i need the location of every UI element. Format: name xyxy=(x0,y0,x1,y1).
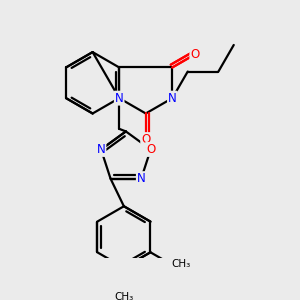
Text: CH₃: CH₃ xyxy=(114,292,134,300)
Text: CH₃: CH₃ xyxy=(172,259,191,269)
Text: N: N xyxy=(137,172,146,185)
Text: O: O xyxy=(146,143,155,156)
Text: O: O xyxy=(141,133,150,146)
Text: N: N xyxy=(97,143,105,156)
Text: N: N xyxy=(115,92,124,105)
Text: N: N xyxy=(168,92,177,105)
Text: O: O xyxy=(190,48,200,61)
